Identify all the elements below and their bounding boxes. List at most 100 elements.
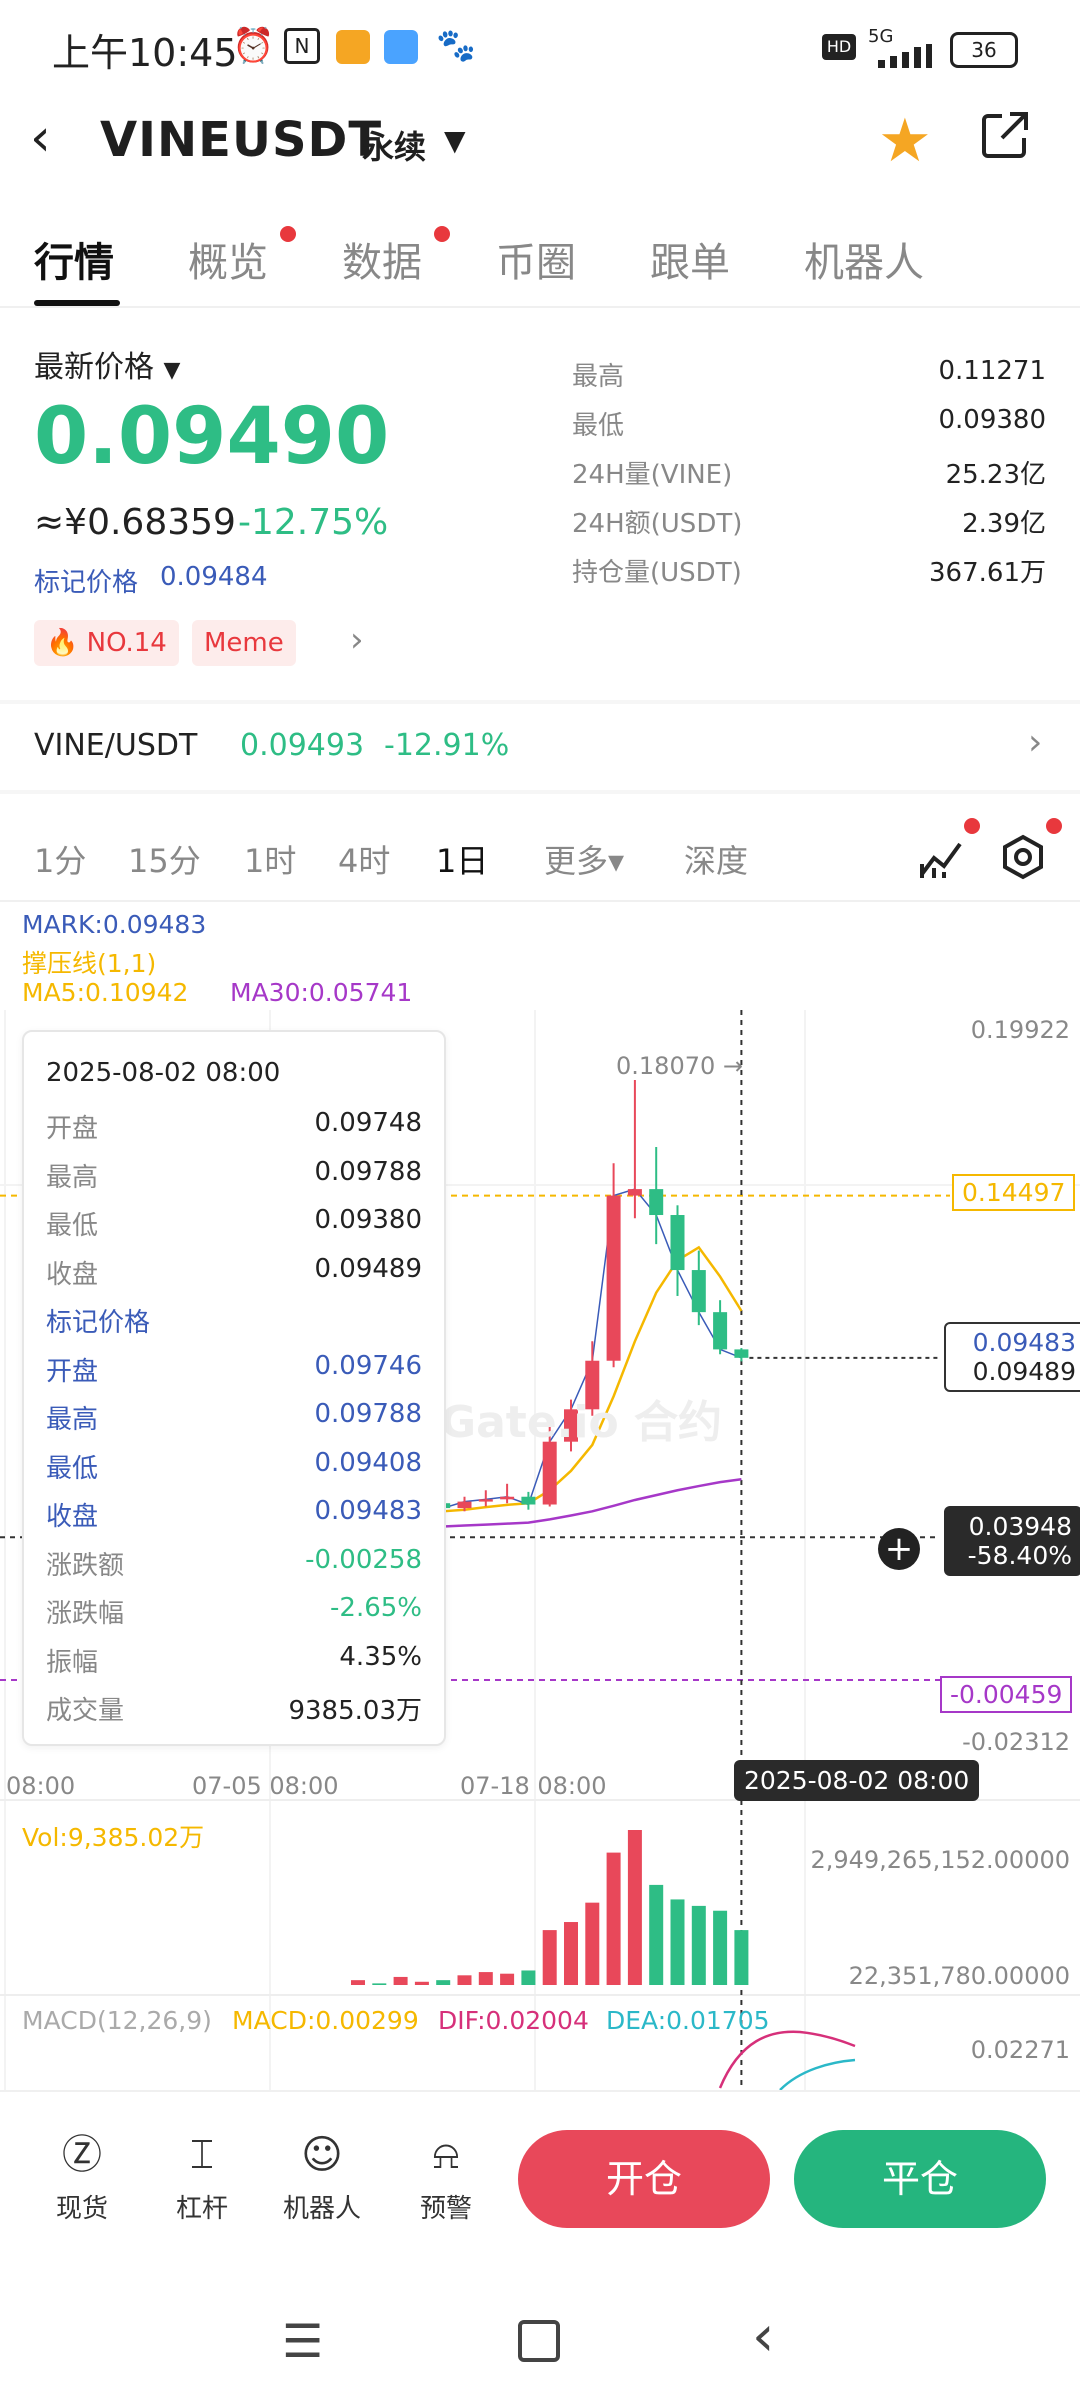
tf-15m[interactable]: 15分 [128,842,201,880]
volume-bar [564,1922,578,1985]
tooltip-value: 0.09408 [314,1447,422,1478]
tab-bots[interactable]: 机器人 [804,240,924,286]
tooltip-value: 0.09746 [314,1350,422,1381]
chevron-right-icon[interactable]: › [1028,722,1043,763]
stat-oi-value: 367.61万 [929,558,1046,588]
tooltip-row: 最低 0.09380 [46,1205,422,1241]
network-label: 5G [868,26,894,47]
stat-high-value: 0.11271 [938,356,1046,386]
x-cursor-label: 2025-08-02 08:00 [734,1760,980,1801]
candle-body [542,1441,557,1505]
tf-1m[interactable]: 1分 [34,842,87,880]
share-icon[interactable] [980,110,1030,160]
candle-tooltip: 2025-08-02 08:00 开盘 0.09748 最高 0.09788 最低 0.0… [22,1030,446,1746]
indicator-icon[interactable] [918,834,964,880]
indicator-dot [964,818,980,834]
spot-pair-change: -12.91% [384,728,510,763]
cny-price: ≈¥0.68359 [34,502,236,543]
status-bar: 上午10:45 ⏰ N 🐾 HD 5G 36 [0,0,1080,96]
open-position-button[interactable]: 开仓 [518,2130,770,2228]
tooltip-key: 涨跌额 [46,1550,125,1581]
candle-body [478,1499,493,1502]
stat-high-label: 最高 [572,362,625,392]
tab-market[interactable]: 行情 [34,240,114,286]
weather-icon [384,30,418,64]
caret-down-icon: ▼ [163,358,181,383]
volume-bar [414,1981,429,1985]
max-marker: 0.18070 → [616,1052,743,1080]
macd-top-label: 0.02271 [970,2036,1070,2064]
favorite-star-icon[interactable]: ★ [878,106,932,176]
volume-bar [436,1980,451,1985]
rank-tag[interactable]: 🔥 NO.14 [34,620,179,666]
volume-bar [713,1910,728,1985]
menu-icon[interactable]: ☰ [282,2314,324,2368]
candle-body [713,1312,728,1350]
latest-price-label-text: 最新价格 [34,350,154,385]
back-button[interactable]: ‹ [30,108,51,168]
spot-icon: Ⓩ [62,2132,102,2178]
tf-more[interactable]: 更多▾ [544,842,625,880]
alert-label: 预警 [419,2194,472,2224]
tf-4h[interactable]: 4时 [338,842,391,880]
tf-1h[interactable]: 1时 [244,842,297,880]
mark-price-box-value: 0.09483 [972,1328,1076,1357]
axis-top-label: 0.19922 [970,1016,1070,1044]
signal-icon [868,44,932,68]
tab-overview[interactable]: 概览 [188,240,268,286]
macd-value: MACD:0.00299 [232,2006,419,2035]
dropdown-caret-icon[interactable]: ▼ [444,124,466,157]
candlestick-chart[interactable] [0,1010,1080,2090]
crosshair-price-box: 0.03948 -58.40% [944,1506,1080,1576]
volume-bar [372,1983,387,1985]
volume-bar [457,1975,472,1985]
volume-bar [521,1970,536,1985]
alert-nav[interactable]: ⍾ 预警 [396,2132,496,2225]
stat-low-value: 0.09380 [938,405,1046,435]
tooltip-key: 开盘 [46,1114,99,1144]
main-tabs: 行情 概览 数据 币圈 跟单 机器人 [0,210,1080,310]
spot-nav[interactable]: Ⓩ 现货 [32,2132,132,2225]
tooltip-row: 收盘 0.09483 [46,1496,422,1532]
x-tick-3: 07-18 08:00 [460,1772,607,1800]
candle-body [500,1496,515,1500]
pair-title[interactable]: VINEUSDT [100,112,383,168]
spot-pair-price: 0.09493 [240,728,365,763]
stat-turnover-value: 2.39亿 [962,509,1046,539]
volume-bar [670,1899,685,1985]
tf-1d[interactable]: 1日 [436,842,489,880]
candle-body [606,1195,621,1361]
x-tick-1: 08:00 [6,1772,76,1800]
tooltip-value: 0.09489 [314,1253,422,1284]
tf-depth[interactable]: 深度 [684,842,749,880]
dif-line [718,2030,856,2089]
volume-bar [691,1905,706,1985]
back-nav-icon[interactable]: ‹ [752,2304,775,2369]
tooltip-key: 涨跌幅 [46,1599,125,1629]
close-position-button[interactable]: 平仓 [794,2130,1046,2228]
ma30-legend: MA30:0.05741 [230,978,413,1007]
volume-bar [351,1980,365,1985]
crosshair-plus-icon[interactable]: + [878,1528,920,1570]
leverage-label: 杠杆 [175,2194,228,2224]
meme-tag[interactable]: Meme [192,620,296,666]
rank-tag-text: NO.14 [86,628,167,658]
settings-icon[interactable] [1000,834,1046,880]
chevron-right-icon[interactable]: › [350,620,364,660]
contract-type[interactable]: 永续 [362,128,427,166]
x-tick-2: 07-05 08:00 [192,1772,339,1800]
tab-circle[interactable]: 币圈 [496,240,576,286]
home-icon[interactable] [518,2320,560,2362]
alarm-icon: ⍾ [432,2132,460,2178]
tab-data[interactable]: 数据 [342,240,422,286]
leverage-icon: ⌶ [190,2132,214,2178]
tooltip-value: -2.65% [330,1593,422,1623]
pressure-legend: 撑压线(1,1) [22,949,157,978]
tab-copy-trade[interactable]: 跟单 [650,240,730,286]
tooltip-row: 收盘 0.09489 [46,1253,422,1290]
leverage-nav[interactable]: ⌶ 杠杆 [152,2132,252,2225]
spot-pair-name[interactable]: VINE/USDT [34,728,198,763]
latest-price-label[interactable]: 最新价格 ▼ [34,342,180,386]
bot-nav[interactable]: ☺ 机器人 [272,2132,372,2225]
hd-icon: HD [822,34,856,60]
